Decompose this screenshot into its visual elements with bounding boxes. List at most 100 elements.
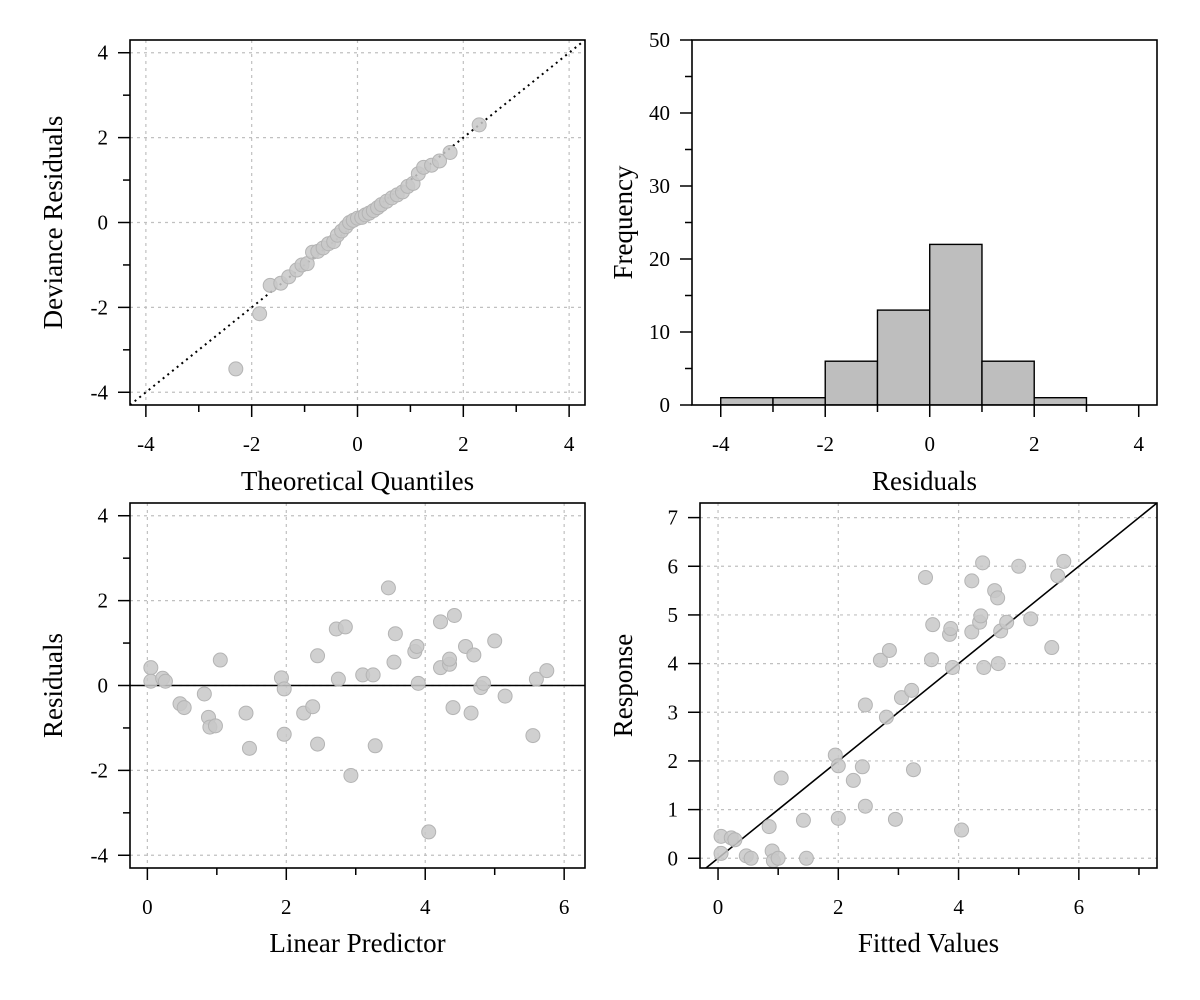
histogram-bar [1033, 397, 1088, 405]
y-tick-label: 0 [98, 211, 109, 235]
y-tick-label: 7 [668, 506, 679, 530]
data-point [276, 681, 292, 697]
data-point [432, 153, 448, 169]
y-tick-label: -2 [91, 758, 109, 782]
x-tick-label: -2 [243, 432, 261, 456]
data-point [525, 728, 541, 744]
data-point [421, 824, 437, 840]
data-point [387, 626, 403, 642]
data-point [999, 614, 1015, 630]
y-tick-label: 6 [668, 554, 679, 578]
data-point [857, 798, 873, 814]
data-point [196, 686, 212, 702]
y-tick-label: -2 [91, 295, 109, 319]
histogram-bar [824, 360, 879, 405]
data-point [945, 659, 961, 675]
data-point [310, 648, 326, 664]
data-point [878, 709, 894, 725]
data-point [964, 624, 980, 640]
data-point [893, 690, 909, 706]
histogram-bar [772, 397, 826, 405]
data-point [713, 845, 729, 861]
data-point [964, 573, 980, 589]
response-vs-fitted-panel: 0 2 4 6 0 1 2 3 4 5 6 7 Fitted Values Response [608, 502, 1158, 958]
x-axis-label: Theoretical Quantiles [241, 466, 474, 496]
data-point [943, 621, 959, 637]
data-point [872, 652, 888, 668]
x-tick-label: 6 [1074, 895, 1085, 919]
y-tick-label: 0 [668, 846, 679, 870]
data-point [466, 647, 482, 663]
y-tick-label: 2 [98, 126, 109, 150]
data-point [990, 656, 1006, 672]
data-point [497, 688, 513, 704]
x-tick-label: 0 [142, 895, 153, 919]
data-point [487, 633, 503, 649]
data-point [854, 759, 870, 775]
data-point [1023, 611, 1039, 627]
x-tick-label: 4 [564, 432, 575, 456]
data-point [143, 660, 159, 676]
y-tick-label: 20 [649, 247, 670, 271]
y-tick-label: 1 [668, 798, 679, 822]
data-point [539, 663, 555, 679]
data-point [380, 580, 396, 596]
data-point [528, 671, 544, 687]
residuals-vs-linear-predictor-panel: 0 2 4 6 -4 -2 0 2 4 Linear Predictor Residuals [38, 502, 586, 958]
data-point [410, 675, 426, 691]
histogram-bar [981, 360, 1035, 405]
data-point [330, 671, 346, 687]
plot-area [720, 243, 1088, 405]
y-tick-label: 0 [660, 393, 671, 417]
data-point [445, 700, 461, 716]
x-tick-label: 2 [458, 432, 469, 456]
plot-area [704, 503, 1157, 868]
data-point [386, 654, 402, 670]
data-point [310, 736, 326, 752]
y-tick-label: 4 [98, 41, 109, 65]
data-point [761, 819, 777, 835]
data-point [857, 697, 873, 713]
x-tick-label: 4 [420, 895, 431, 919]
data-point [212, 652, 228, 668]
data-point [305, 699, 321, 715]
data-point [887, 811, 903, 827]
y-tick-label: 50 [649, 28, 670, 52]
y-tick-label: 0 [98, 674, 109, 698]
reference-line [704, 503, 1157, 868]
y-tick-label: 4 [668, 652, 679, 676]
data-point [1056, 553, 1072, 569]
data-point [773, 770, 789, 786]
data-point [917, 569, 933, 585]
data-point [433, 614, 449, 630]
data-point [990, 590, 1006, 606]
y-tick-label: 2 [668, 749, 679, 773]
data-point [881, 642, 897, 658]
data-point [1050, 568, 1066, 584]
y-tick-label: -4 [91, 380, 109, 404]
y-axis-label: Frequency [608, 165, 638, 279]
y-tick-label: 4 [98, 504, 109, 528]
data-point [924, 652, 940, 668]
plot-frame [699, 502, 1158, 869]
y-tick-label: -4 [91, 843, 109, 867]
histogram-bar [929, 243, 983, 405]
x-tick-label: 0 [352, 432, 363, 456]
data-point [463, 705, 479, 721]
y-axis-label: Response [608, 634, 638, 738]
x-tick-label: -2 [816, 432, 834, 456]
y-tick-label: 40 [649, 101, 670, 125]
data-point [207, 718, 223, 734]
data-point [830, 810, 846, 826]
data-point [442, 651, 458, 667]
plot-area [130, 40, 585, 405]
x-tick-label: 0 [713, 895, 724, 919]
data-point [241, 740, 257, 756]
data-point [252, 306, 268, 322]
data-point [442, 144, 458, 160]
data-point [365, 667, 381, 683]
x-tick-label: 4 [953, 895, 964, 919]
y-tick-label: 30 [649, 174, 670, 198]
data-point [1044, 640, 1060, 656]
